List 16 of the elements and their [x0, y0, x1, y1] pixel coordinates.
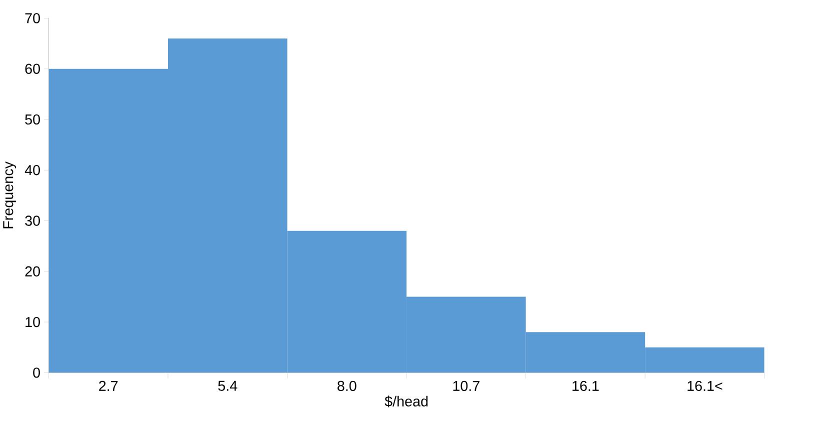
y-tick-label: 60	[25, 64, 40, 74]
y-axis-title: Frequency	[3, 162, 16, 228]
x-tick-label: 10.7	[453, 380, 480, 392]
x-tick-label: 2.7	[99, 380, 118, 392]
y-tick-label: 40	[24, 165, 40, 176]
y-tick-label: 50	[25, 114, 40, 125]
x-tick-label: 16.1<	[688, 380, 722, 392]
y-tick-label: 70	[25, 13, 40, 24]
y-tick-label: 0	[33, 368, 40, 378]
y-tick-label: 10	[26, 317, 40, 328]
x-tick-label: 16.1	[572, 380, 599, 392]
x-axis-title: $/head	[384, 396, 428, 408]
x-tick-label: 5.4	[218, 381, 238, 392]
x-tick-label: 8.0	[338, 380, 356, 392]
y-tick-label: 30	[25, 216, 40, 226]
y-tick-label: 20	[25, 266, 40, 277]
